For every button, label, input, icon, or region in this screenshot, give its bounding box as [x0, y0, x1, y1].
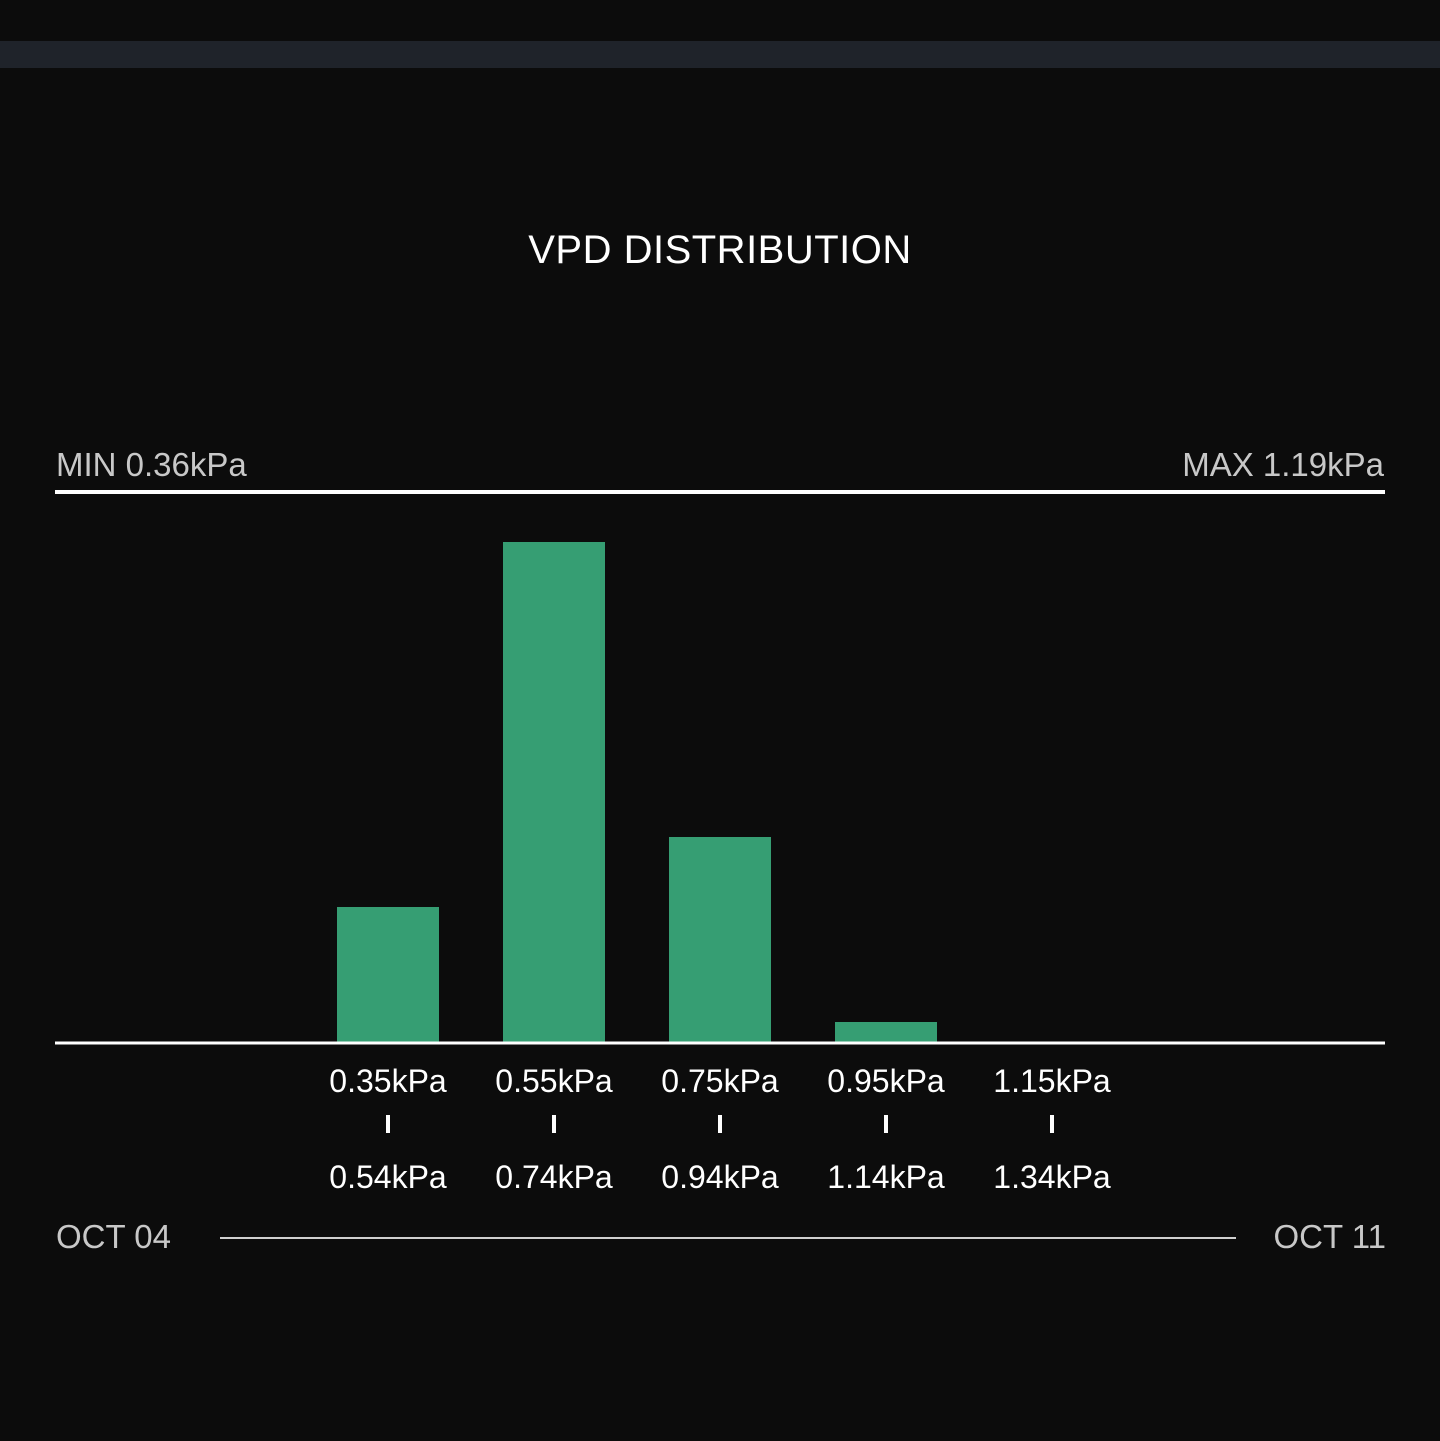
- bin-to-label-2: 0.74kPa: [495, 1159, 613, 1195]
- chart-title: VPD DISTRIBUTION: [528, 228, 912, 272]
- bin-to-label-3: 0.94kPa: [661, 1159, 779, 1195]
- histogram-bar-2: [503, 542, 605, 1042]
- bin-from-label-2: 0.55kPa: [495, 1063, 613, 1099]
- bin-to-label-5: 1.34kPa: [993, 1159, 1111, 1195]
- histogram-bar-4: [835, 1022, 937, 1042]
- bin-to-label-4: 1.14kPa: [827, 1159, 945, 1195]
- date-end-label: OCT 11: [1273, 1218, 1387, 1255]
- max-vpd-label: MAX 1.19kPa: [1182, 446, 1384, 483]
- top-bar: [0, 41, 1440, 68]
- bin-from-label-1: 0.35kPa: [329, 1063, 447, 1099]
- date-start-label: OCT 04: [56, 1218, 171, 1255]
- bin-from-label-4: 0.95kPa: [827, 1063, 945, 1099]
- range-divider: [55, 490, 1385, 494]
- date-range-line: [220, 1237, 1236, 1239]
- bin-to-label-1: 0.54kPa: [329, 1159, 447, 1195]
- bin-from-label-5: 1.15kPa: [993, 1063, 1111, 1099]
- min-vpd-label: MIN 0.36kPa: [56, 446, 247, 483]
- bin-from-label-3: 0.75kPa: [661, 1063, 779, 1099]
- histogram-bar-1: [337, 907, 439, 1042]
- histogram-bar-3: [669, 837, 771, 1042]
